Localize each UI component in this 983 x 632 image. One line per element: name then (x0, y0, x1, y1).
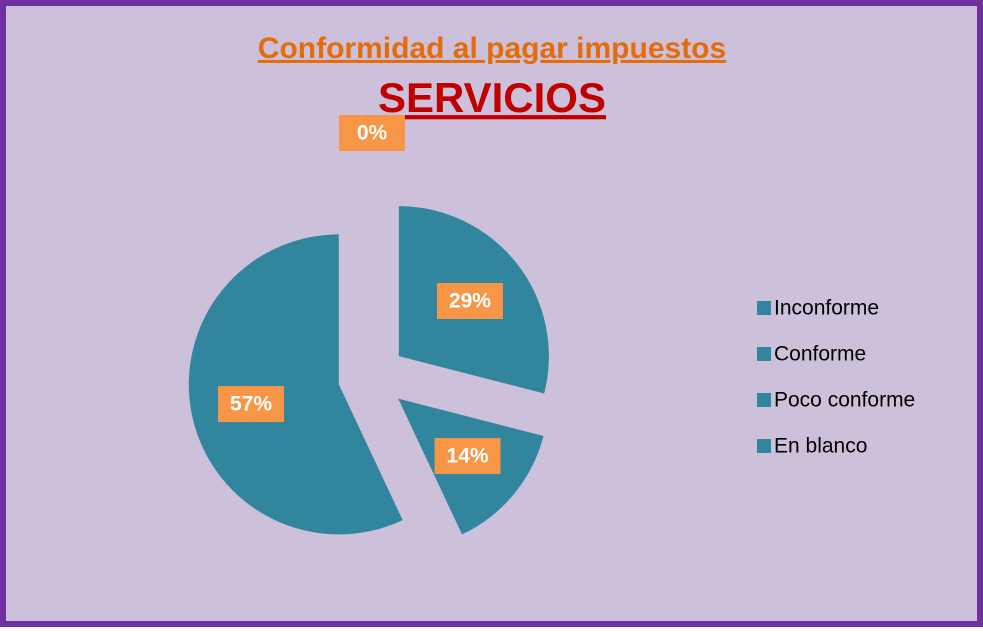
legend-marker (757, 301, 771, 315)
chart-title: Conformidad al pagar impuestos (258, 32, 726, 65)
legend-label: Inconforme (774, 297, 879, 320)
legend-label: En blanco (774, 435, 867, 458)
data-label: 57% (230, 393, 272, 416)
data-label: 29% (449, 290, 491, 313)
label-box (434, 438, 501, 475)
legend-marker (757, 393, 771, 407)
legend-label: Poco conforme (774, 389, 915, 412)
label-box (436, 282, 503, 319)
label-box (339, 115, 405, 151)
chart-subtitle: SERVICIOS (378, 74, 606, 121)
legend-marker (757, 439, 771, 453)
pie-slice (188, 234, 403, 535)
legend-label: Conforme (774, 343, 866, 366)
label-box (217, 386, 284, 423)
data-label: 0% (357, 122, 388, 145)
legend-marker (757, 347, 771, 361)
data-label: 14% (447, 445, 489, 468)
